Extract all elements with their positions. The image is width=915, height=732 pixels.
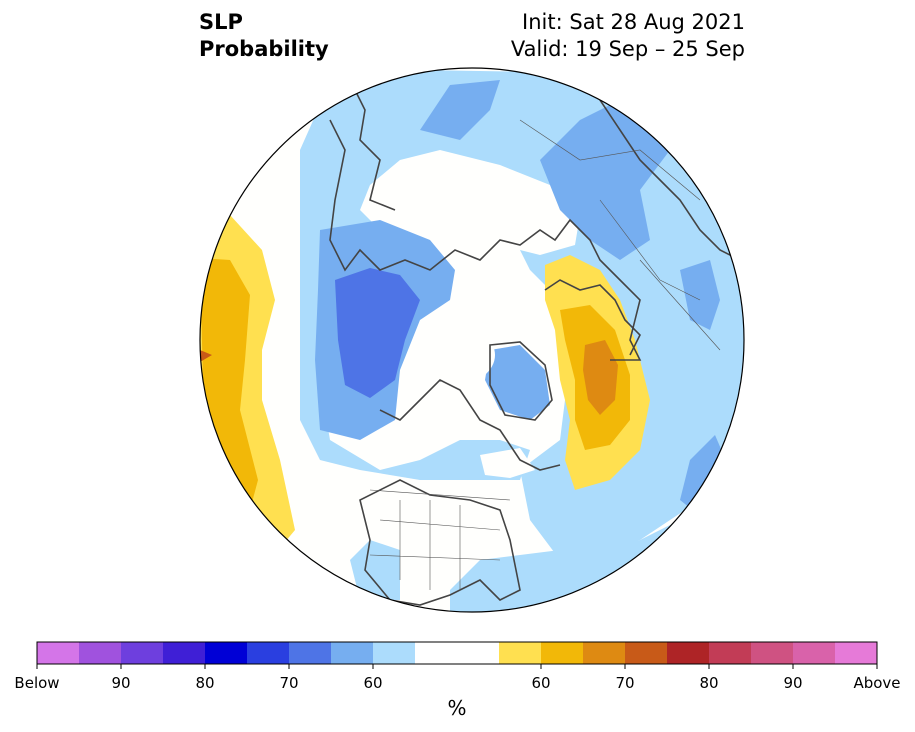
neutral-pole [415, 325, 495, 385]
coastline-canada [379, 379, 561, 471]
coastline-asia [329, 119, 642, 361]
colorbar-cell [583, 642, 626, 664]
neutral-arctic [360, 150, 580, 255]
below-70-siberia [335, 268, 420, 398]
borders [369, 119, 721, 590]
colorbar-cell [457, 642, 500, 664]
coastline-north-america [359, 479, 521, 606]
colorbar-cell [835, 642, 878, 664]
colorbar-cell [751, 642, 794, 664]
title-probability: Probability [199, 37, 329, 61]
colorbar-tick-label: 70 [279, 674, 299, 692]
colorbar-cell [163, 642, 206, 664]
above-70-pacific [200, 350, 212, 362]
map-dates: Init: Sat 28 Aug 2021 Valid: 19 Sep – 25… [511, 9, 745, 63]
colorbar-cell [205, 642, 248, 664]
colorbar-tick-label: 80 [195, 674, 215, 692]
colorbar-border [36, 641, 878, 665]
colorbar-cell [499, 642, 542, 664]
colorbar-cell [373, 642, 416, 664]
map-boundary [199, 67, 745, 613]
colorbar-tick-label: 90 [783, 674, 803, 692]
below-65-asia [540, 100, 670, 260]
colorbar-cell [667, 642, 710, 664]
map-title: SLP Probability [199, 9, 329, 63]
colorbar-cell [121, 642, 164, 664]
colorbar-cell [331, 642, 374, 664]
colorbar-cell [541, 642, 584, 664]
coastline-greenland [489, 341, 553, 421]
border-eurasia [519, 119, 721, 351]
colorbar-cell [79, 642, 122, 664]
colorbar-tick-label: Below [14, 674, 60, 692]
title-slp: SLP [199, 10, 243, 34]
colorbar-tick-label: 80 [699, 674, 719, 692]
colorbar-cells [37, 642, 878, 664]
colorbar-cell [625, 642, 668, 664]
neutral-europe [480, 448, 535, 478]
colorbar-cell [793, 642, 836, 664]
coastlines [329, 79, 741, 606]
neutral-arctic-2 [490, 270, 560, 340]
colorbar-cell [37, 642, 80, 664]
below-65-top [420, 80, 500, 140]
below-65-east [680, 260, 720, 330]
coastline-europe [544, 279, 641, 356]
border-us-canada [369, 489, 511, 501]
colorbar-tick-label: 70 [615, 674, 635, 692]
above-70-atlantic [583, 340, 618, 415]
colorbar-ticks [36, 664, 878, 669]
below-60-pacific [350, 540, 400, 600]
colorbar-tick-label: Above [853, 674, 901, 692]
colorbar-tick-label: 60 [531, 674, 551, 692]
init-date: Init: Sat 28 Aug 2021 [522, 10, 745, 34]
polar-map [199, 67, 745, 613]
coastline-east-asia [599, 99, 741, 261]
coastline-asia-east [349, 79, 396, 211]
colorbar-cell [289, 642, 332, 664]
colorbar-cell [247, 642, 290, 664]
colorbar-cell [709, 642, 752, 664]
border-us-states [369, 500, 501, 590]
valid-range: Valid: 19 Sep – 25 Sep [510, 37, 745, 61]
colorbar-tick-label: 90 [111, 674, 131, 692]
colorbar-tick-label: 60 [363, 674, 383, 692]
below-65-canada [485, 345, 550, 420]
colorbar-unit: % [447, 696, 467, 720]
colorbar-cell [415, 642, 458, 664]
